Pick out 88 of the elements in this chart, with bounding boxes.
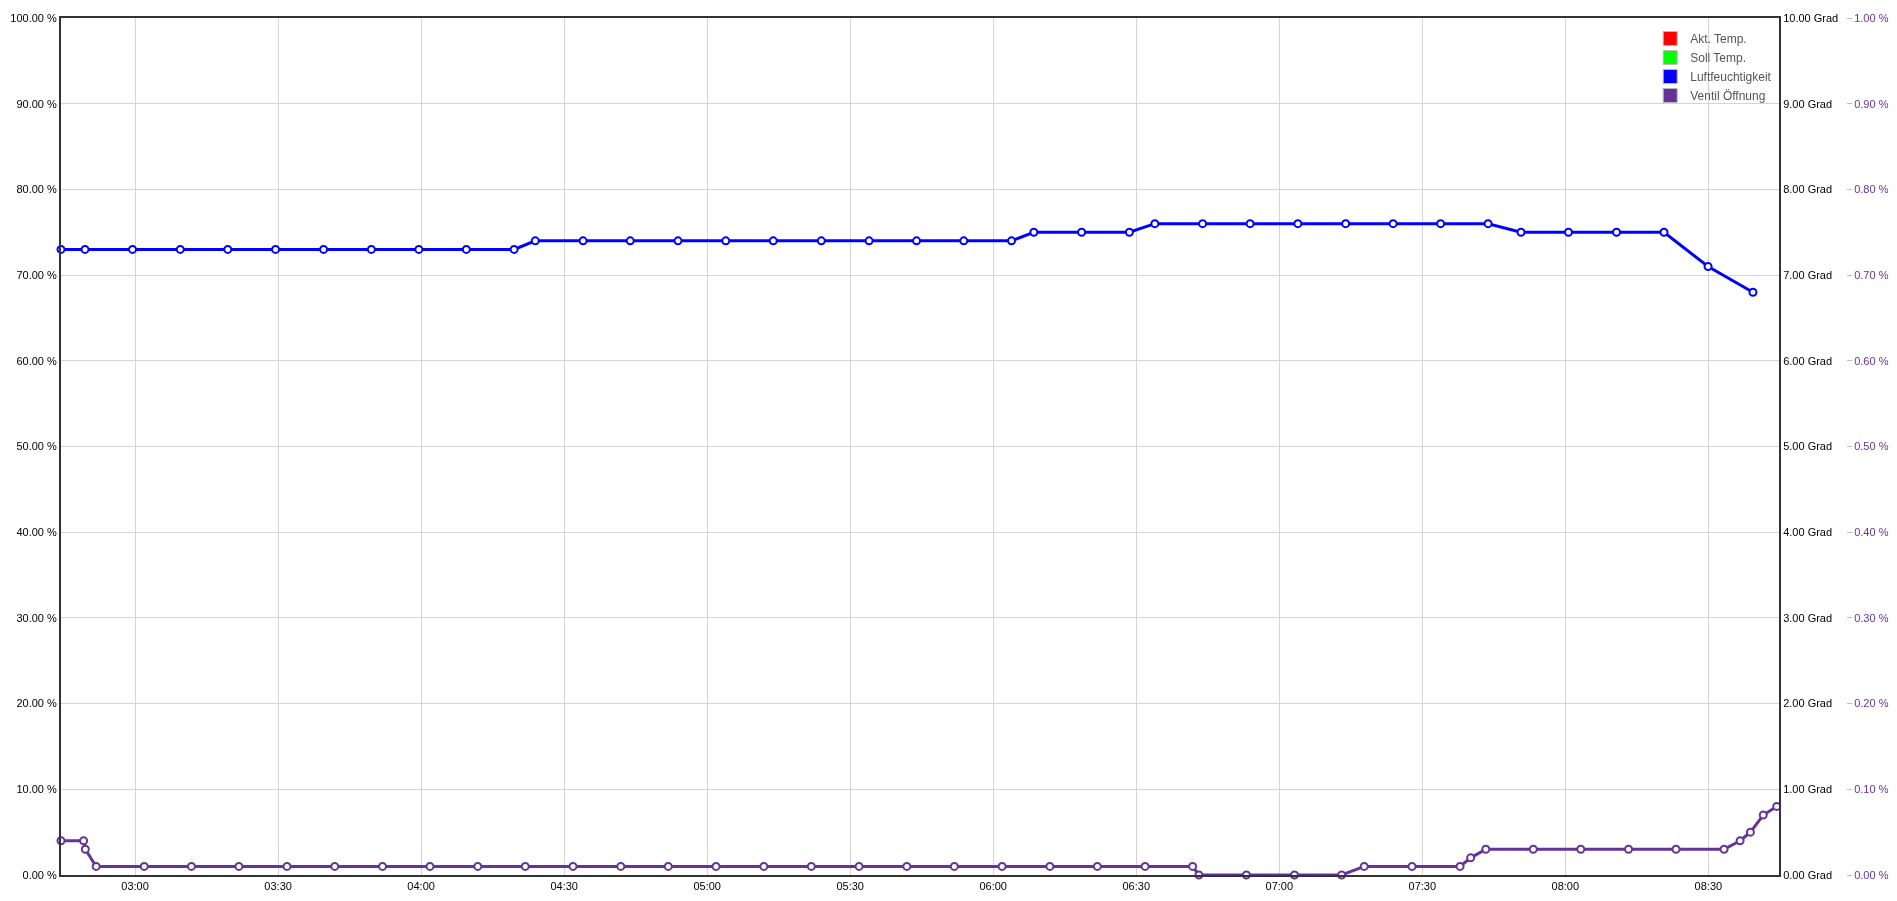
x-tick-label: 04:30 — [550, 880, 578, 893]
y2-tick-label: 0.00 Grad — [1783, 868, 1833, 881]
y-tick-label: 30.00 % — [16, 611, 58, 624]
y3-tick-label: 0.30 % — [1854, 611, 1889, 624]
point — [186, 861, 196, 871]
point — [234, 861, 244, 871]
x-tick-label: 05:00 — [693, 880, 721, 893]
x-tick-label: 06:30 — [1122, 880, 1151, 893]
y3-tick-label: 0.70 % — [1854, 268, 1889, 281]
point — [806, 861, 816, 871]
point — [520, 861, 530, 871]
y3-tick-label: 0.80 % — [1854, 183, 1889, 196]
point — [1528, 844, 1538, 854]
point — [568, 861, 578, 871]
point — [1735, 836, 1745, 846]
legend-label: Luftfeuchtigkeit — [1690, 70, 1772, 85]
point — [663, 861, 673, 871]
y-tick-label: 80.00 % — [16, 183, 58, 196]
x-tick-label: 07:00 — [1265, 880, 1294, 893]
point — [1359, 861, 1369, 871]
y2-tick-label: 10.00 Grad — [1783, 11, 1839, 24]
point — [139, 861, 149, 871]
point — [1576, 844, 1586, 854]
point — [616, 861, 626, 871]
point — [79, 836, 89, 846]
y-tick-label: 90.00 % — [16, 97, 58, 110]
point — [1671, 844, 1681, 854]
y2-tick-label: 7.00 Grad — [1783, 268, 1833, 281]
y2-tick-label: 2.00 Grad — [1783, 697, 1833, 710]
point — [1140, 861, 1150, 871]
y-tick-label: 100.00 % — [10, 11, 58, 24]
y-tick-label: 10.00 % — [16, 783, 58, 796]
point — [1481, 844, 1491, 854]
x-tick-label: 05:30 — [836, 880, 864, 893]
point — [1624, 844, 1634, 854]
point — [1455, 861, 1465, 871]
y-tick-label: 60.00 % — [16, 354, 58, 367]
point — [997, 861, 1007, 871]
y3-tick-label: 0.50 % — [1854, 440, 1889, 453]
y3-tick-label: 0.10 % — [1854, 783, 1889, 796]
point — [1045, 861, 1055, 871]
legend-label: Soll Temp. — [1690, 51, 1747, 66]
point — [902, 861, 912, 871]
y2-tick-label: 6.00 Grad — [1783, 354, 1833, 367]
x-tick-label: 06:00 — [979, 880, 1007, 893]
point — [759, 861, 769, 871]
point — [1407, 861, 1417, 871]
y2-tick-label: 3.00 Grad — [1783, 611, 1833, 624]
point — [91, 861, 101, 871]
y-tick-label: 20.00 % — [16, 697, 58, 710]
x-tick-label: 08:00 — [1551, 880, 1580, 893]
y3-tick-label: 0.90 % — [1854, 97, 1889, 110]
y-tick-label: 40.00 % — [16, 526, 58, 539]
point — [330, 861, 340, 871]
point — [1758, 810, 1768, 820]
point — [1092, 861, 1102, 871]
point — [1188, 861, 1198, 871]
y3-tick-label: 0.40 % — [1854, 526, 1889, 539]
point — [1719, 844, 1729, 854]
y3-tick-label: 1.00 % — [1854, 11, 1889, 24]
point — [473, 861, 483, 871]
x-tick-label: 08:30 — [1694, 880, 1723, 893]
point — [378, 861, 388, 871]
y2-tick-label: 8.00 Grad — [1783, 183, 1833, 196]
point — [282, 861, 292, 871]
legend-label: Ventil Öffnung — [1690, 89, 1766, 104]
point — [1745, 827, 1755, 837]
x-tick-label: 03:30 — [264, 880, 292, 893]
y2-tick-label: 5.00 Grad — [1783, 440, 1833, 453]
point — [80, 844, 90, 854]
y-tick-label: 70.00 % — [16, 268, 58, 281]
y2-tick-label: 4.00 Grad — [1783, 526, 1833, 539]
y-tick-label: 50.00 % — [16, 440, 58, 453]
x-tick-label: 07:30 — [1408, 880, 1437, 893]
legend-label: Akt. Temp. — [1690, 32, 1747, 47]
point — [949, 861, 959, 871]
point — [1466, 853, 1476, 863]
y3-tick-label: 0.20 % — [1854, 697, 1889, 710]
x-tick-label: 04:00 — [407, 880, 435, 893]
point — [711, 861, 721, 871]
y3-tick-label: 0.00 % — [1854, 868, 1889, 881]
point — [854, 861, 864, 871]
point — [425, 861, 435, 871]
y2-tick-label: 9.00 Grad — [1783, 97, 1833, 110]
y3-tick-label: 0.60 % — [1854, 354, 1889, 367]
y2-tick-label: 1.00 Grad — [1783, 783, 1833, 796]
x-tick-label: 03:00 — [121, 880, 149, 893]
y-tick-label: 0.00 % — [22, 868, 58, 881]
